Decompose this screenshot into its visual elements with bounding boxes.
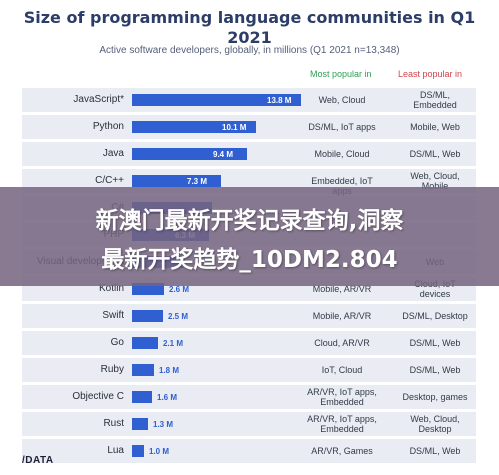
language-label: Rust — [103, 418, 124, 429]
table-row — [22, 304, 476, 328]
most-popular-cell: AR/VR, IoT apps, Embedded — [307, 387, 377, 407]
table-row — [22, 142, 476, 166]
language-label: Lua — [107, 445, 124, 456]
most-popular-cell: AR/VR, Games — [311, 446, 373, 456]
data-label: 1.6 M — [157, 393, 178, 402]
language-label: Objective C — [72, 391, 124, 402]
least-popular-cell: DS/ML, Embedded — [413, 90, 457, 110]
banner-line-2: 最新开奖趋势_10DM2.804 — [101, 247, 398, 273]
table-row — [22, 385, 476, 409]
chart-title-text: Size of programming language communities… — [23, 8, 476, 47]
overlay-banner: 新澳门最新开奖记录查询,洞察 最新开奖趋势_10DM2.804 — [0, 187, 499, 286]
least-popular-cell: Desktop, games — [402, 392, 468, 402]
most-popular-header: Most popular in — [310, 69, 372, 79]
table-row — [22, 358, 476, 382]
bar — [132, 121, 256, 133]
language-label: Python — [92, 121, 124, 132]
language-label: JavaScript* — [73, 94, 124, 105]
least-popular-cell: Web, Cloud, Desktop — [410, 414, 460, 434]
data-label: 2.5 M — [168, 312, 189, 321]
least-popular-cell: Mobile, Web — [410, 122, 460, 132]
least-popular-header: Least popular in — [398, 69, 463, 79]
data-label: 9.4 M — [213, 150, 234, 159]
data-label: 2.6 M — [169, 285, 190, 294]
least-popular-cell: DS/ML, Web — [409, 365, 461, 375]
least-popular-cell: DS/ML, Web — [409, 338, 461, 348]
table-row — [22, 331, 476, 355]
most-popular-cell: Cloud, AR/VR — [314, 338, 370, 348]
data-label: 13.8 M — [267, 96, 292, 105]
least-popular-cell: Web, Cloud, Mobile — [410, 171, 460, 191]
bar — [132, 418, 148, 430]
bar — [132, 310, 163, 322]
data-label: 1.8 M — [159, 366, 180, 375]
most-popular-cell: DS/ML, IoT apps — [308, 122, 376, 132]
bar — [132, 364, 154, 376]
language-label: Go — [110, 337, 124, 348]
bar — [132, 148, 247, 160]
chart-title: Size of programming language communities… — [0, 8, 499, 48]
bar — [132, 445, 144, 457]
data-label: 10.1 M — [222, 123, 247, 132]
least-popular-cell: DS/ML, Web — [409, 446, 461, 456]
bar — [132, 283, 164, 295]
most-popular-cell: Web, Cloud — [318, 95, 366, 105]
least-popular-cell: DS/ML, Web — [409, 149, 461, 159]
most-popular-cell: Mobile, Cloud — [314, 149, 370, 159]
most-popular-cell: IoT, Cloud — [321, 365, 363, 375]
most-popular-cell: Mobile, AR/VR — [312, 311, 372, 321]
language-label: Swift — [102, 310, 124, 321]
language-label: Ruby — [100, 364, 124, 375]
language-label: Java — [102, 148, 124, 159]
language-label: Kotlin — [98, 283, 124, 294]
most-popular-cell: AR/VR, IoT apps, Embedded — [307, 414, 377, 434]
bar — [132, 337, 158, 349]
least-popular-cell: DS/ML, Desktop — [402, 311, 468, 321]
data-label: 2.1 M — [163, 339, 184, 348]
bar — [132, 175, 221, 187]
bar — [132, 391, 152, 403]
table-row — [22, 439, 476, 463]
bar — [132, 94, 301, 106]
table-row — [22, 412, 476, 436]
banner-line-1: 新澳门最新开奖记录查询,洞察 — [95, 208, 404, 234]
data-label: 7.3 M — [187, 177, 208, 186]
data-label: 1.3 M — [153, 420, 174, 429]
source-logo: /DATA — [22, 455, 54, 466]
chart-subtitle: Active software developers, globally, in… — [99, 45, 400, 56]
data-label: 1.0 M — [149, 447, 170, 456]
most-popular-cell: Mobile, AR/VR — [312, 284, 372, 294]
language-label: C/C++ — [95, 175, 124, 186]
